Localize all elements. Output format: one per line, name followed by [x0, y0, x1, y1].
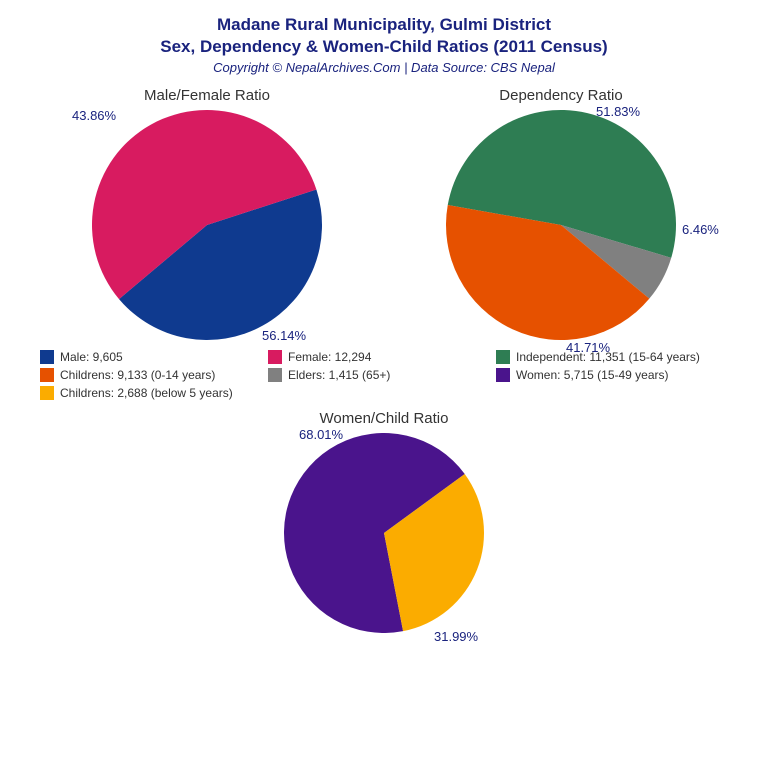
pct-label-male: 43.86%: [72, 108, 116, 123]
pct-label-independent: 51.83%: [596, 104, 640, 119]
legend-text: Childrens: 9,133 (0-14 years): [60, 368, 215, 382]
legend-swatch: [40, 386, 54, 400]
chart-title: Male/Female Ratio: [37, 87, 377, 104]
legend-text: Female: 12,294: [288, 350, 371, 364]
legend-item: Male: 9,605: [40, 350, 250, 364]
title-line1: Madane Rural Municipality, Gulmi Distric…: [0, 14, 768, 36]
top-charts-row: Male/Female Ratio 43.86%56.14% Dependenc…: [0, 87, 768, 340]
legend-item: Women: 5,715 (15-49 years): [496, 368, 706, 382]
subtitle: Copyright © NepalArchives.Com | Data Sou…: [0, 60, 768, 75]
pct-label-children: 41.71%: [566, 340, 610, 355]
chart-title: Dependency Ratio: [391, 87, 731, 104]
legend-text: Elders: 1,415 (65+): [288, 368, 390, 382]
pct-label-children_u5: 31.99%: [434, 629, 478, 644]
legend-text: Childrens: 2,688 (below 5 years): [60, 386, 233, 400]
legend-item: Elders: 1,415 (65+): [268, 368, 478, 382]
sex-ratio-chart: Male/Female Ratio 43.86%56.14%: [37, 87, 377, 340]
legend-item: Childrens: 2,688 (below 5 years): [40, 386, 250, 400]
pct-label-female: 56.14%: [262, 328, 306, 343]
legend-swatch: [268, 350, 282, 364]
header: Madane Rural Municipality, Gulmi Distric…: [0, 0, 768, 75]
legend-text: Male: 9,605: [60, 350, 123, 364]
dependency-ratio-chart: Dependency Ratio 51.83%6.46%41.71%: [391, 87, 731, 340]
pie-dependency: 51.83%6.46%41.71%: [446, 110, 676, 340]
legend-swatch: [496, 350, 510, 364]
pie-women-child: 68.01%31.99%: [284, 433, 484, 633]
legend-swatch: [40, 368, 54, 382]
title-line2: Sex, Dependency & Women-Child Ratios (20…: [0, 36, 768, 58]
legend-swatch: [496, 368, 510, 382]
women-child-chart: Women/Child Ratio 68.01%31.99%: [0, 410, 768, 633]
pct-label-elders: 6.46%: [682, 222, 719, 237]
legend: Male: 9,605Female: 12,294Independent: 11…: [0, 340, 768, 400]
pct-label-women: 68.01%: [299, 427, 343, 442]
chart-title: Women/Child Ratio: [0, 410, 768, 427]
legend-item: Female: 12,294: [268, 350, 478, 364]
legend-swatch: [268, 368, 282, 382]
legend-swatch: [40, 350, 54, 364]
legend-item: Childrens: 9,133 (0-14 years): [40, 368, 250, 382]
legend-text: Women: 5,715 (15-49 years): [516, 368, 669, 382]
pie-sex: 43.86%56.14%: [92, 110, 322, 340]
